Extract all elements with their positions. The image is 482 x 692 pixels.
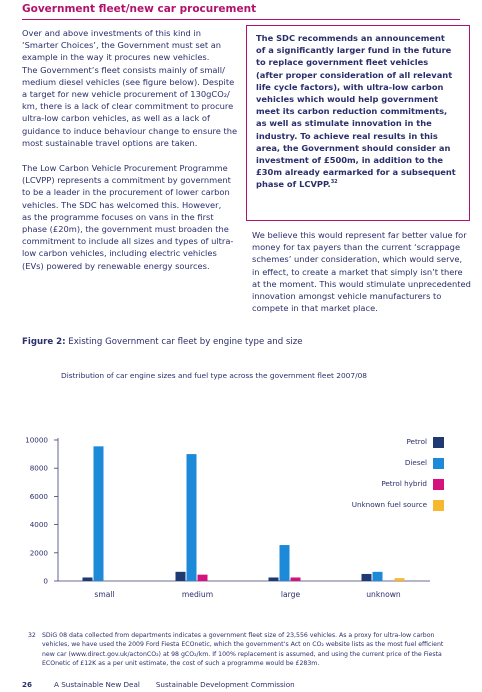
body-paragraph-1: Over and above investments of this kind … [22,28,238,148]
x-tick-label: small [94,590,114,599]
chart-legend: Petrol Diesel Petrol hybrid Unknown fuel so… [352,437,444,511]
figure-caption: Figure 2: Existing Government car fleet … [22,337,303,347]
y-tick-label: 8000 [30,464,49,473]
legend-label: Petrol hybrid [381,479,427,488]
chart-bars [82,446,405,581]
y-tick-label: 6000 [30,492,49,501]
bar [279,545,290,581]
title-divider [22,19,460,20]
organisation-name: Sustainable Development Commission [155,680,295,689]
y-tick-label: 10000 [25,436,48,445]
bar [197,574,208,581]
legend-swatch [433,437,444,448]
legend-label: Diesel [405,458,427,467]
legend-label: Petrol [406,437,427,446]
bar [268,577,279,581]
bar [372,571,383,581]
footnote-text: SDiG 08 data collected from departments … [42,632,444,668]
recommendation-callout: The SDC recommends an announcement of a … [246,25,470,221]
y-tick-label: 4000 [30,520,49,529]
bar [290,577,301,581]
bar [186,454,197,581]
bar [93,446,104,581]
body-paragraph-3: We believe this would represent far bett… [252,230,471,314]
callout-text: The SDC recommends an announcement of a … [256,32,461,191]
legend-swatch [433,458,444,469]
y-tick-label: 0 [43,577,48,586]
callout-body: The SDC recommends an announcement of a … [256,33,456,190]
footnote-number: 32 [28,632,36,639]
legend-label: Unknown fuel source [352,500,428,509]
callout-footnote-ref[interactable]: 32 [330,179,338,186]
chart-axes: 0 2000 4000 6000 8000 10000 small medium large un… [25,436,430,599]
page-number: 26 [22,680,33,689]
figure-caption-text: Existing Government car fleet by engine … [65,337,303,347]
page-footer: 26 A Sustainable New Deal Sustainable Deve… [22,680,295,689]
legend-swatch [433,479,444,490]
y-tick-label: 2000 [30,548,49,557]
bar [82,577,93,581]
bar [394,578,405,581]
publication-title: A Sustainable New Deal [54,680,140,689]
x-tick-label: medium [182,590,213,599]
x-tick-label: unknown [366,590,401,599]
figure-label: Figure 2: [22,337,66,347]
bar [361,573,372,581]
bar [175,571,186,581]
fleet-bar-chart: Distribution of car engine sizes and fue… [25,371,444,599]
section-title: Government fleet/new car procurement [22,3,257,15]
body-paragraph-2: The Low Carbon Vehicle Procurement Progr… [22,163,234,271]
legend-swatch [433,500,444,511]
x-tick-label: large [281,590,301,599]
chart-title: Distribution of car engine sizes and fue… [61,371,367,380]
